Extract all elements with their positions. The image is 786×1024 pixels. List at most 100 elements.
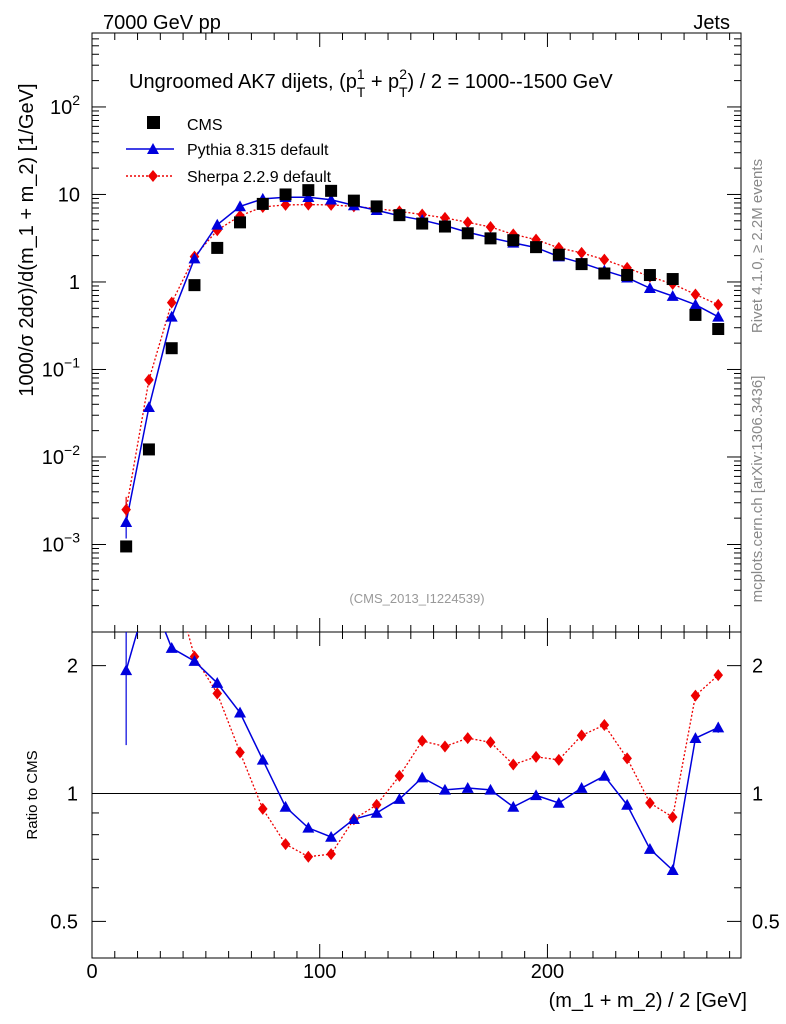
ratio-y-tick-labels-right: 0.5 1 2 [752,656,780,934]
title-sup-1: 1 [357,66,365,82]
cms-point [438,220,451,233]
ratio-pythia-point [393,793,406,804]
cms-point [666,273,679,286]
cms-point [142,443,155,456]
ratio-y-tick-label-right: 2 [752,656,763,678]
ratio-y-axis-label: Ratio to CMS [24,750,41,839]
ratio-pythia-point [234,706,247,718]
legend-sherpa-label: Sherpa 2.2.9 default [187,169,332,186]
x-axis-label: (m_1 + m_2) / 2 [GeV] [549,990,747,1012]
title-tail: ) / 2 = 1000--1500 GeV [408,71,614,93]
ratio-frame [91,631,742,959]
ratio-pythia-point [712,721,725,733]
ratio-sherpa-point [713,669,724,682]
pythia-point [188,252,201,264]
ratio-pythia-point [279,800,292,812]
ratio-y-tick-labels: 0.5 1 2 [50,656,78,934]
sherpa-point [462,216,473,229]
ratio-pythia-point [552,796,565,808]
cms-point [211,241,224,254]
cms-point [484,232,497,245]
ratio-sherpa-point [645,796,655,809]
pythia-point [302,191,315,203]
ratio-pythia-point [256,753,269,765]
pythia-point [165,310,178,322]
sherpa-point [690,288,701,301]
pythia-point [643,282,656,293]
ratio-sherpa-point [531,750,541,763]
ratio-pythia-point [689,732,702,743]
cms-point [256,197,269,210]
pythia-point [712,310,725,322]
main-y-axis-label: 1000/σ 2dσ)/d(m_1 + m_2) [1/GeV] [16,83,38,396]
ratio-pythia-point [575,782,588,793]
ratio-sherpa-point [371,798,382,811]
cms-point [188,279,201,292]
ratio-sherpa-point [326,848,336,861]
main-y-tick-labels: 10−3 10−2 10−1 1 10 102 [42,92,80,557]
legend: CMS Pythia 8.315 default Sherpa 2.2.9 de… [126,116,332,186]
main-panel: 10−3 10−2 10−1 1 10 102 1000/σ 2dσ)/d(m_1 + m… [16,32,742,633]
title-sub-2: T [399,84,408,100]
pythia-point [666,290,679,301]
ratio-sherpa-point [303,850,314,863]
pythia-point [325,193,338,205]
ratio-pythia-point [507,800,520,812]
ratio-pythia-point [302,821,315,833]
cms-point [689,308,702,321]
mcplots-label: mcplots.cern.ch [arXiv:1306.3436] [749,376,766,603]
cms-point [530,241,543,254]
x-tick-labels: 0 100 200 [86,961,564,983]
cms-point [325,184,338,197]
cms-point [416,217,429,230]
cms-point [347,194,360,207]
main-axis-ticks [91,32,741,633]
ratio-y-tick-label: 1 [67,784,78,806]
ratio-sherpa-point [167,567,177,579]
ratio-pythia-point [484,783,497,795]
sherpa-point [713,298,724,311]
x-tick-label: 100 [303,961,336,983]
cms-point [575,258,588,271]
legend-pythia-label: Pythia 8.315 default [187,142,329,159]
ratio-pythia-point [598,769,611,781]
x-tick-label: 0 [86,961,97,983]
title-main: Ungroomed AK7 dijets, (p [129,71,357,93]
cms-point [507,234,520,247]
ratio-pythia-point [143,585,155,596]
ratio-y-tick-label: 0.5 [50,911,78,933]
ratio-sherpa-point [212,687,223,700]
x-tick-label: 200 [531,961,564,983]
legend-cms-marker [147,116,160,129]
ratio-sherpa-point [121,611,131,623]
cms-point [621,269,634,282]
ratio-y-tick-label-right: 1 [752,784,763,806]
main-series-layer [120,184,725,553]
cms-point [120,540,133,553]
ratio-sherpa-line [187,632,719,858]
legend-sherpa-marker [148,170,158,182]
legend-cms-label: CMS [187,117,223,134]
ratio-sherpa-point [622,752,632,765]
cms-point [598,267,611,280]
rivet-version-label: Rivet 4.1.0, ≥ 2.2M events [749,159,766,333]
ratio-sherpa-point [576,729,587,742]
ratio-sherpa-point [599,718,610,731]
ratio-pythia-point [165,642,178,653]
cms-point [234,216,247,229]
ratio-pythia-point [438,783,451,795]
pythia-point [211,218,224,230]
jets-label: Jets [693,12,730,34]
main-y-tick-label: 10−2 [42,442,80,469]
ratio-pythia-point [211,677,224,688]
sherpa-point [485,220,496,233]
ratio-pythia-point [461,782,474,793]
ratio-pythia-point [325,830,338,842]
ratio-y-tick-label: 2 [67,656,78,678]
ratio-pythia-point [416,771,429,783]
energy-label: 7000 GeV pp [103,12,221,34]
main-y-tick-label: 10 [58,184,80,206]
sherpa-point [166,296,177,309]
sherpa-point [599,253,610,266]
